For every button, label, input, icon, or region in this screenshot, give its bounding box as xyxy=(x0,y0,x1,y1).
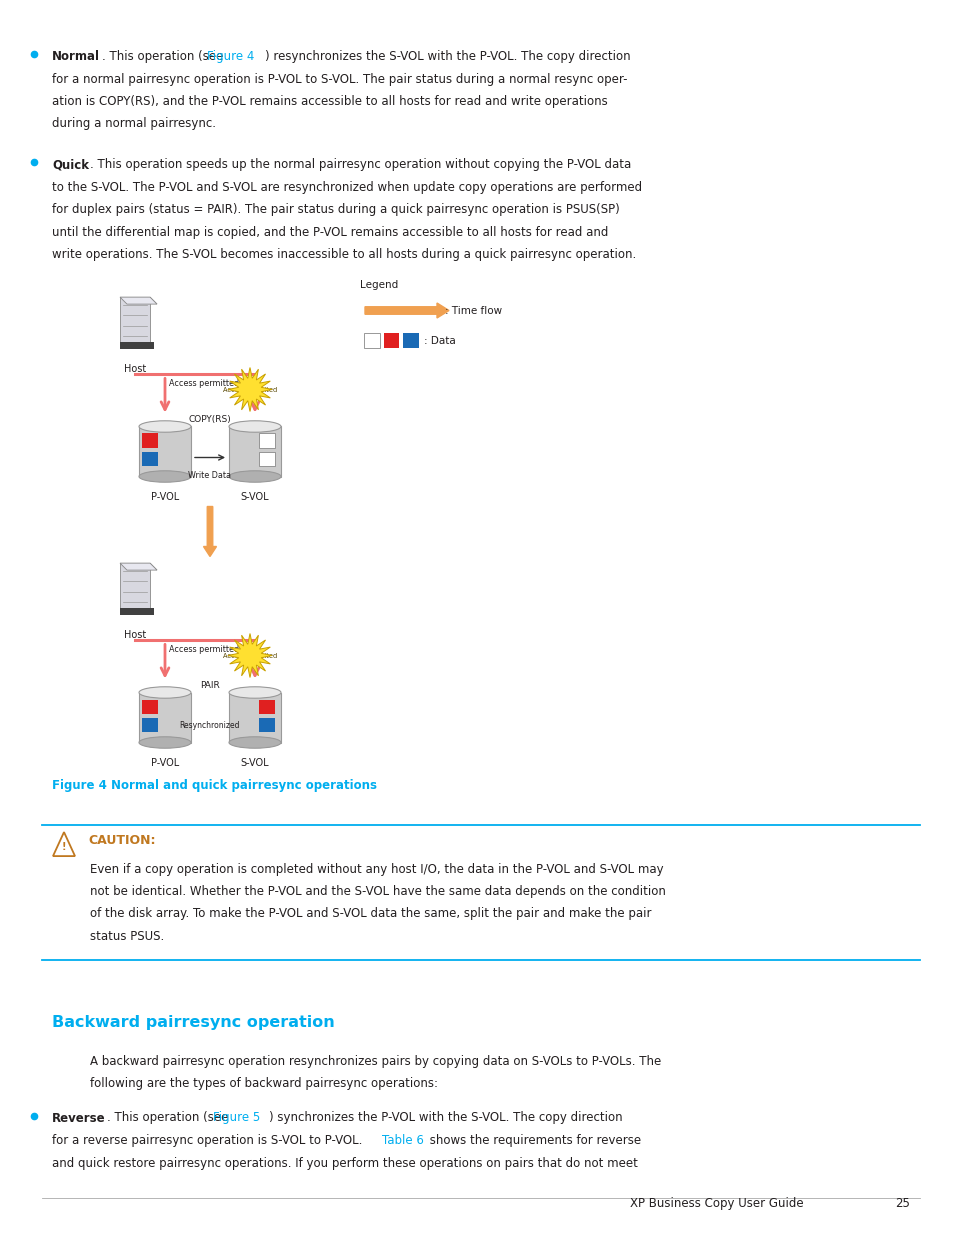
Text: Access permitted: Access permitted xyxy=(169,378,239,388)
Text: for a normal pairresync operation is P-VOL to S-VOL. The pair status during a no: for a normal pairresync operation is P-V… xyxy=(52,73,627,85)
Ellipse shape xyxy=(229,737,281,748)
Polygon shape xyxy=(120,298,157,304)
Text: status PSUS.: status PSUS. xyxy=(90,930,164,944)
FancyArrow shape xyxy=(365,303,449,317)
Text: during a normal pairresync.: during a normal pairresync. xyxy=(52,117,215,131)
Bar xyxy=(120,608,153,615)
Text: not be identical. Whether the P-VOL and the S-VOL have the same data depends on : not be identical. Whether the P-VOL and … xyxy=(90,885,665,898)
Text: CAUTION:: CAUTION: xyxy=(88,834,155,846)
Text: and quick restore pairresync operations. If you perform these operations on pair: and quick restore pairresync operations.… xyxy=(52,1156,638,1170)
Text: Quick: Quick xyxy=(52,158,89,170)
Bar xyxy=(120,563,150,610)
Bar xyxy=(120,298,150,343)
Bar xyxy=(142,452,158,466)
Polygon shape xyxy=(228,368,272,411)
Text: Host: Host xyxy=(124,630,146,640)
Text: Host: Host xyxy=(124,363,146,373)
Text: P-VOL: P-VOL xyxy=(151,492,179,501)
Text: ) resynchronizes the S-VOL with the P-VOL. The copy direction: ) resynchronizes the S-VOL with the P-VO… xyxy=(265,49,630,63)
Bar xyxy=(258,433,274,447)
Text: Even if a copy operation is completed without any host I/O, the data in the P-VO: Even if a copy operation is completed wi… xyxy=(90,862,663,876)
Text: 25: 25 xyxy=(894,1197,909,1210)
Text: COPY(RS): COPY(RS) xyxy=(189,415,232,424)
Text: XP Business Copy User Guide: XP Business Copy User Guide xyxy=(629,1197,802,1210)
Ellipse shape xyxy=(229,687,281,698)
Bar xyxy=(139,693,191,742)
Text: . This operation (see: . This operation (see xyxy=(102,49,227,63)
Text: write operations. The S-VOL becomes inaccessible to all hosts during a quick pai: write operations. The S-VOL becomes inac… xyxy=(52,248,636,261)
Polygon shape xyxy=(120,563,157,571)
Text: Backward pairresync operation: Backward pairresync operation xyxy=(52,1014,335,1030)
Bar xyxy=(142,433,158,447)
Bar xyxy=(229,693,281,742)
Bar xyxy=(229,426,281,477)
Text: . This operation (see: . This operation (see xyxy=(107,1112,232,1125)
Text: to the S-VOL. The P-VOL and S-VOL are resynchronized when update copy operations: to the S-VOL. The P-VOL and S-VOL are re… xyxy=(52,180,641,194)
Text: Table 6: Table 6 xyxy=(381,1134,423,1147)
Bar xyxy=(364,333,379,348)
Text: of the disk array. To make the P-VOL and S-VOL data the same, split the pair and: of the disk array. To make the P-VOL and… xyxy=(90,908,651,920)
Ellipse shape xyxy=(139,687,191,698)
Bar xyxy=(258,718,274,731)
Text: . This operation speeds up the normal pairresync operation without copying the P: . This operation speeds up the normal pa… xyxy=(90,158,631,170)
Text: Write Data: Write Data xyxy=(189,472,232,480)
Text: Figure 5: Figure 5 xyxy=(213,1112,260,1125)
Text: Reverse: Reverse xyxy=(52,1112,106,1125)
Polygon shape xyxy=(150,298,157,304)
Text: until the differential map is copied, and the P-VOL remains accessible to all ho: until the differential map is copied, an… xyxy=(52,226,608,238)
Text: Legend: Legend xyxy=(359,280,397,290)
Bar xyxy=(142,718,158,731)
Text: P-VOL: P-VOL xyxy=(151,757,179,767)
Polygon shape xyxy=(150,563,157,571)
Text: A backward pairresync operation resynchronizes pairs by copying data on S-VOLs t: A backward pairresync operation resynchr… xyxy=(90,1055,660,1067)
Text: ) synchronizes the P-VOL with the S-VOL. The copy direction: ) synchronizes the P-VOL with the S-VOL.… xyxy=(269,1112,622,1125)
Bar xyxy=(142,699,158,714)
Bar xyxy=(402,333,418,348)
Ellipse shape xyxy=(139,737,191,748)
Text: Resynchronized: Resynchronized xyxy=(179,721,240,730)
Bar xyxy=(258,452,274,466)
Text: for a reverse pairresync operation is S-VOL to P-VOL.: for a reverse pairresync operation is S-… xyxy=(52,1134,366,1147)
Bar xyxy=(383,333,398,348)
Text: Figure 4 Normal and quick pairresync operations: Figure 4 Normal and quick pairresync ope… xyxy=(52,779,376,793)
Text: Access inhibited: Access inhibited xyxy=(223,387,276,393)
Text: shows the requirements for reverse: shows the requirements for reverse xyxy=(426,1134,640,1147)
Text: for duplex pairs (status = PAIR). The pair status during a quick pairresync oper: for duplex pairs (status = PAIR). The pa… xyxy=(52,203,619,216)
Text: PAIR: PAIR xyxy=(200,680,219,690)
Text: : Time flow: : Time flow xyxy=(444,305,501,315)
Text: S-VOL: S-VOL xyxy=(240,757,269,767)
Text: Access permitted: Access permitted xyxy=(169,645,239,653)
Text: ation is COPY(RS), and the P-VOL remains accessible to all hosts for read and wr: ation is COPY(RS), and the P-VOL remains… xyxy=(52,95,607,107)
Ellipse shape xyxy=(139,471,191,482)
Text: Figure 4: Figure 4 xyxy=(207,49,254,63)
Bar xyxy=(120,342,153,350)
Ellipse shape xyxy=(139,421,191,432)
Ellipse shape xyxy=(229,471,281,482)
FancyArrow shape xyxy=(203,506,216,557)
Text: : Data: : Data xyxy=(424,336,456,346)
Text: following are the types of backward pairresync operations:: following are the types of backward pair… xyxy=(90,1077,437,1091)
Bar xyxy=(258,699,274,714)
Text: Access inhibited: Access inhibited xyxy=(223,652,276,658)
Ellipse shape xyxy=(229,421,281,432)
Text: Normal: Normal xyxy=(52,49,100,63)
Text: S-VOL: S-VOL xyxy=(240,492,269,501)
Text: !: ! xyxy=(62,842,66,852)
Polygon shape xyxy=(228,634,272,678)
Bar xyxy=(139,426,191,477)
